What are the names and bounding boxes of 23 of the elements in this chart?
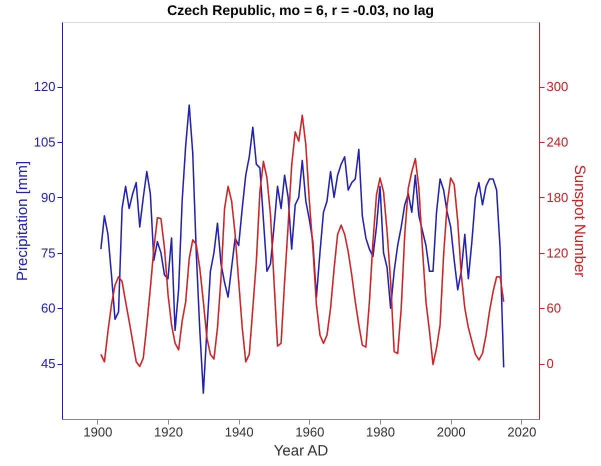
x-tick-label: 1920 <box>154 424 183 440</box>
y-tick-label: 75 <box>41 245 56 260</box>
x-tick-label: 2020 <box>507 424 536 440</box>
y2-tick-label: 300 <box>546 79 568 94</box>
y-tick-label: 105 <box>34 134 56 150</box>
y-tick-label: 90 <box>41 190 56 205</box>
x-tick-label: 1940 <box>224 424 254 440</box>
y2-tick-label: 120 <box>546 245 568 260</box>
x-tick-label: 1960 <box>295 424 324 440</box>
y-axis-title: Precipitation [mm] <box>14 160 31 282</box>
y2-tick-label: 0 <box>546 356 554 372</box>
x-tick-label: 1900 <box>83 424 112 440</box>
x-axis-title: Year AD <box>274 442 328 460</box>
y-tick-label: 120 <box>34 79 56 94</box>
y-tick-label: 45 <box>41 356 56 372</box>
x-tick-label: 1980 <box>366 424 395 440</box>
y2-tick-label: 60 <box>546 300 561 316</box>
x-tick-label: 2000 <box>436 424 466 440</box>
y2-tick-label: 240 <box>546 134 568 150</box>
y2-tick-label: 180 <box>546 190 568 205</box>
y2-axis-title: Sunspot Number <box>571 164 588 278</box>
y-tick-label: 60 <box>41 300 56 316</box>
chart-title: Czech Republic, mo = 6, r = -0.03, no lag <box>167 2 434 18</box>
